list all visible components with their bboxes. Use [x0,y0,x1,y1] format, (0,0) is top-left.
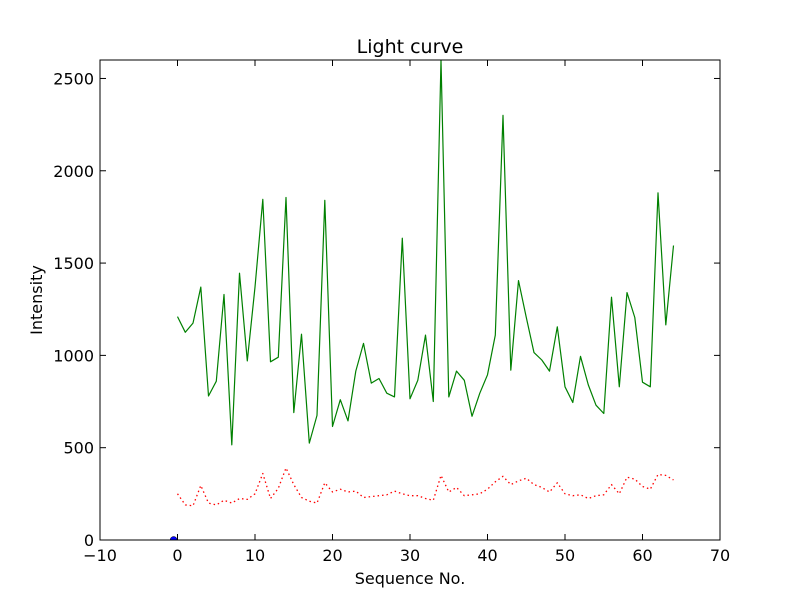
green-series-line [176,60,675,446]
x-tick-label: 0 [172,546,182,565]
x-tick-label: 30 [400,546,420,565]
y-tick-label: 500 [63,439,94,458]
x-tick-label: 10 [245,546,265,565]
x-tick-label: 20 [322,546,342,565]
x-tick-label: 60 [632,546,652,565]
x-tick-label: 70 [710,546,730,565]
plot-area [169,60,675,540]
y-tick-label: 1500 [53,254,94,273]
x-tick-label: 50 [555,546,575,565]
y-axis-label: Intensity [27,265,46,335]
y-tick-label: 2000 [53,162,94,181]
y-tick-label: 2500 [53,69,94,88]
chart-title: Light curve [357,36,464,58]
x-tick-label: 40 [477,546,497,565]
y-tick-label: 0 [84,531,94,550]
dotted-red-series-line [176,467,674,507]
x-axis-label: Sequence No. [355,569,466,588]
x-tick-label: −10 [83,546,117,565]
y-tick-label: 1000 [53,346,94,365]
series-2-marker [169,536,178,540]
